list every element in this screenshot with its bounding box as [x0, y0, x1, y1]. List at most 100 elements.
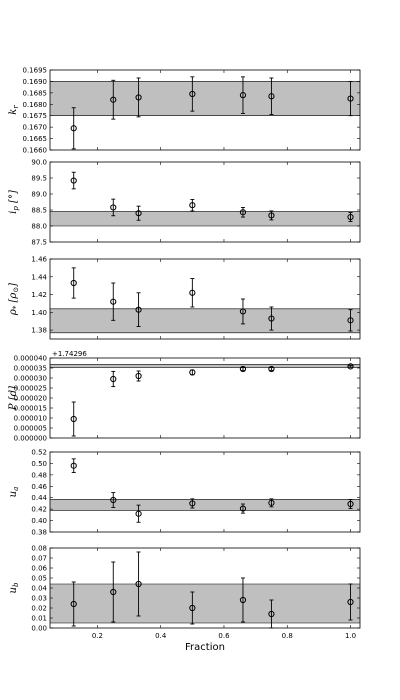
x-tick-label: 0.6	[218, 632, 230, 640]
data-point	[135, 504, 142, 523]
y-tick-label: 0.00	[31, 625, 47, 633]
data-point	[239, 298, 247, 325]
data-point	[110, 370, 117, 388]
x-tick-label: 1.0	[345, 632, 356, 640]
data-point	[239, 76, 247, 114]
y-tick-label: 0.42	[31, 506, 47, 514]
y-tick-label: 0.48	[31, 471, 47, 479]
y-tick-label: 0.000000	[14, 435, 47, 443]
data-point	[135, 205, 142, 221]
marker	[347, 363, 354, 370]
y-tick-label: 0.46	[31, 483, 47, 491]
marker	[70, 279, 77, 287]
data-point	[135, 370, 142, 382]
x-axis-label: Fraction	[185, 642, 225, 653]
y-tick-label: 89.5	[31, 175, 47, 183]
data-point	[135, 551, 142, 617]
y-tick-label: 0.40	[31, 517, 47, 525]
y-tick-label: 0.06	[31, 565, 47, 573]
data-point	[135, 292, 142, 328]
marker	[239, 505, 247, 512]
y-tick-label: 0.1680	[23, 101, 48, 109]
y-tick-label: 90.0	[31, 159, 47, 167]
marker	[347, 95, 354, 102]
y-tick-label: 0.000010	[14, 415, 47, 423]
marker	[110, 588, 117, 596]
data-point	[189, 369, 196, 376]
y-tick-label: 0.000030	[14, 375, 47, 383]
marker	[239, 92, 247, 99]
axes-frame	[49, 69, 361, 151]
data-point	[70, 267, 77, 299]
confidence-band-6	[50, 584, 360, 623]
y-tick-label: 89.0	[31, 191, 47, 199]
data-point	[189, 198, 196, 212]
panel-1: 0.1660 0.1665 0.1670 0.1675 0.1680 0.1685 0.16…	[8, 67, 361, 155]
panel-4: 0.000000 0.000005 0.000010 0.000015 0.000020…	[8, 350, 361, 443]
marker	[70, 125, 77, 132]
marker	[70, 415, 77, 423]
marker	[268, 610, 275, 618]
y-tick-label: 0.52	[31, 449, 47, 457]
confidence-band-3	[50, 308, 360, 333]
marker	[110, 375, 117, 383]
y-tick-label: 87.5	[31, 239, 47, 247]
confidence-band-2	[50, 211, 360, 226]
data-point	[347, 363, 354, 370]
y-tick-label: 88.0	[31, 223, 47, 231]
data-point	[189, 591, 196, 625]
data-point	[268, 210, 275, 221]
y-tick-label: 0.1685	[23, 89, 48, 97]
data-point	[110, 561, 117, 623]
y-tick-label: 0.02	[31, 605, 47, 613]
marker	[347, 500, 354, 508]
y-tick-label: 0.38	[31, 529, 47, 537]
y-tick-label: 0.000020	[14, 395, 47, 403]
axes-frame	[49, 547, 361, 629]
y-tick-label: 1.38	[31, 327, 47, 335]
y-axis-label: P [d]	[8, 386, 19, 411]
y-tick-label: 1.46	[31, 256, 47, 264]
data-point	[239, 206, 247, 218]
axes-frame	[49, 161, 361, 243]
data-point	[347, 212, 354, 222]
panel-2: 87.5 88.0 88.5 89.0 89.5 90.0 ip [°]	[8, 159, 361, 247]
confidence-band-1	[50, 81, 360, 116]
data-point	[70, 458, 77, 474]
marker	[70, 600, 77, 608]
marker	[135, 372, 142, 380]
data-point	[189, 278, 196, 308]
y-axis-label: ub	[8, 582, 20, 593]
axis-offset-label: +1.74296	[52, 350, 87, 358]
y-tick-label: 1.44	[31, 273, 47, 281]
marker	[239, 308, 247, 315]
marker	[135, 210, 142, 217]
data-point	[347, 309, 354, 332]
marker	[110, 204, 117, 211]
y-tick-label: 0.000005	[14, 425, 47, 433]
x-tick-label: 0.4	[155, 632, 167, 640]
y-tick-label: 0.07	[31, 555, 47, 563]
y-axis-label: ip [°]	[8, 190, 20, 214]
y-tick-label: 0.000035	[14, 365, 47, 373]
marker	[189, 202, 196, 209]
marker	[268, 93, 275, 100]
confidence-band-5	[50, 499, 360, 511]
marker	[268, 499, 275, 506]
data-point	[70, 107, 77, 150]
data-point	[268, 306, 275, 331]
marker	[268, 315, 275, 322]
confidence-band-4	[50, 364, 360, 368]
y-tick-label: 1.40	[31, 309, 47, 317]
data-point	[189, 498, 196, 509]
y-tick-label: 0.08	[31, 545, 47, 553]
data-point	[239, 577, 247, 623]
marker	[189, 369, 196, 376]
y-tick-label: 0.03	[31, 595, 47, 603]
marker	[347, 213, 354, 221]
y-tick-label: 0.000025	[14, 385, 47, 393]
data-point	[347, 80, 354, 117]
y-tick-label: 0.1690	[23, 78, 48, 86]
axes-frame	[49, 357, 361, 439]
